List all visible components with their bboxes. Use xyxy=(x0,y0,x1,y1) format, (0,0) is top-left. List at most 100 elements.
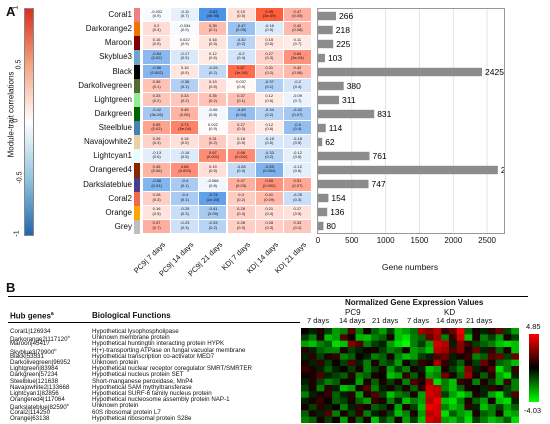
correlation-cell: 0.65 (0.002) xyxy=(255,177,284,192)
expression-cell xyxy=(363,353,372,360)
module-name: Black xyxy=(112,66,132,76)
expression-cell xyxy=(433,340,442,348)
correlation-pvalue: (3e-05) xyxy=(150,111,164,117)
expression-cell xyxy=(394,378,403,386)
correlation-value: 0.51 xyxy=(293,178,302,183)
correlation-pvalue: (4e-05) xyxy=(206,13,220,18)
expression-cell xyxy=(402,328,411,335)
biological-function: Hypothetical ribosomal protein S28e xyxy=(92,414,192,422)
expression-cell xyxy=(425,416,434,423)
expression-cell xyxy=(386,340,395,348)
expression-cell xyxy=(472,359,481,367)
correlation-value: 0.37 xyxy=(237,93,245,99)
correlation-value: -0.54 xyxy=(152,50,162,56)
expression-cell xyxy=(410,359,419,367)
correlation-cell: 0.27 (0.3) xyxy=(255,50,284,65)
expression-cell xyxy=(394,372,403,379)
correlation-cell: 0.022 (0.9) xyxy=(171,36,200,51)
expression-cell xyxy=(433,328,442,335)
expression-cell xyxy=(378,359,387,367)
expression-cell xyxy=(487,372,496,379)
gene-count-value: 62 xyxy=(325,137,335,147)
gene-count-xtick: 2000 xyxy=(444,236,463,245)
correlation-value: -0.09 xyxy=(292,93,302,99)
expression-cell xyxy=(417,410,426,417)
gene-count-xtick: 1500 xyxy=(410,236,429,245)
expression-cell xyxy=(316,385,325,392)
correlation-cell: -0.034 (0.9) xyxy=(171,22,200,37)
correlation-pvalue: (0.1) xyxy=(265,83,274,89)
expression-cell xyxy=(503,334,512,341)
expression-cell xyxy=(339,378,349,386)
expression-cell xyxy=(503,385,512,392)
expression-cell xyxy=(472,391,481,398)
correlation-cell: -0.73 (1e-03) xyxy=(199,191,228,206)
expression-cell xyxy=(425,404,434,411)
expression-cell xyxy=(347,359,356,367)
expression-cell xyxy=(316,366,325,373)
correlation-cell: -0.2 (0.4) xyxy=(283,78,312,93)
expression-cell xyxy=(417,328,426,335)
correlation-cell: -0.59 (0.004) xyxy=(255,163,284,178)
expression-cell xyxy=(332,359,341,367)
expression-cell xyxy=(410,416,419,423)
correlation-pvalue: (0.3) xyxy=(236,168,246,174)
correlation-cell: -0.34 (0.2) xyxy=(255,106,284,121)
correlation-value: 0.36 xyxy=(152,79,161,85)
expression-cell xyxy=(339,366,349,373)
correlation-value: 0.18 xyxy=(237,135,245,141)
gene-count-bar xyxy=(318,95,340,105)
expression-cell xyxy=(511,328,519,335)
gene-count-value: 311 xyxy=(342,95,356,105)
gene-count-xtick: 0 xyxy=(315,236,321,245)
expression-cell xyxy=(402,340,411,348)
correlation-pvalue: (0.2) xyxy=(180,97,189,103)
correlation-cell: 0.68 (0.002) xyxy=(227,149,256,164)
correlation-value: -0.18 xyxy=(292,135,302,141)
correlation-cell: -0.25 (0.3) xyxy=(283,191,312,206)
biological-function: H(+)-transporting ATPase on fungal vacuo… xyxy=(92,346,246,354)
expression-cell xyxy=(511,410,519,417)
correlation-value: -0.034 xyxy=(179,22,191,28)
expression-cell xyxy=(511,334,519,341)
expression-cell xyxy=(394,397,403,405)
gene-count-value: 218 xyxy=(336,25,350,35)
correlation-value: 0.66 xyxy=(180,163,189,169)
correlation-value: 0.27 xyxy=(237,121,245,127)
correlation-pvalue: (0.02) xyxy=(151,126,162,131)
correlation-pvalue: (0.8) xyxy=(208,182,218,188)
gene-count-value: 225 xyxy=(336,39,350,49)
correlation-value: -0.066 xyxy=(207,178,219,183)
expression-cell xyxy=(324,366,333,373)
correlation-pvalue: (0.3) xyxy=(236,210,246,216)
expression-cell xyxy=(456,397,465,405)
expression-cell xyxy=(371,366,380,373)
correlation-cell: -0.4 (0.1) xyxy=(171,191,200,206)
expression-heatmap xyxy=(301,328,519,423)
expression-cell xyxy=(495,366,504,373)
hub-gene-id: Darkorange2|117120b xyxy=(10,334,70,344)
expression-cell xyxy=(324,334,333,341)
expression-cell xyxy=(456,353,465,360)
expression-cell xyxy=(339,334,349,341)
expression-cell xyxy=(503,353,512,360)
expression-cell xyxy=(301,416,310,423)
hub-gene-id: Skyblue3|79900b xyxy=(10,346,57,356)
correlation-pvalue: (0.6) xyxy=(265,126,274,131)
expression-cell xyxy=(371,404,380,411)
expression-cell xyxy=(301,378,310,386)
expression-cell xyxy=(480,410,489,417)
expression-cell xyxy=(448,366,458,373)
expression-cell xyxy=(371,378,380,386)
correlation-pvalue: (0.5) xyxy=(180,55,189,61)
expression-cell xyxy=(394,328,403,335)
expression-cell xyxy=(410,347,419,354)
correlation-pvalue: (0.1) xyxy=(152,83,161,89)
expression-cell xyxy=(402,378,411,386)
expression-cell xyxy=(456,404,465,411)
expression-cell xyxy=(472,372,481,379)
module-name: Maroon xyxy=(104,38,132,48)
expression-cell xyxy=(441,416,450,423)
expression-cell xyxy=(487,410,496,417)
expression-cell xyxy=(503,328,512,335)
